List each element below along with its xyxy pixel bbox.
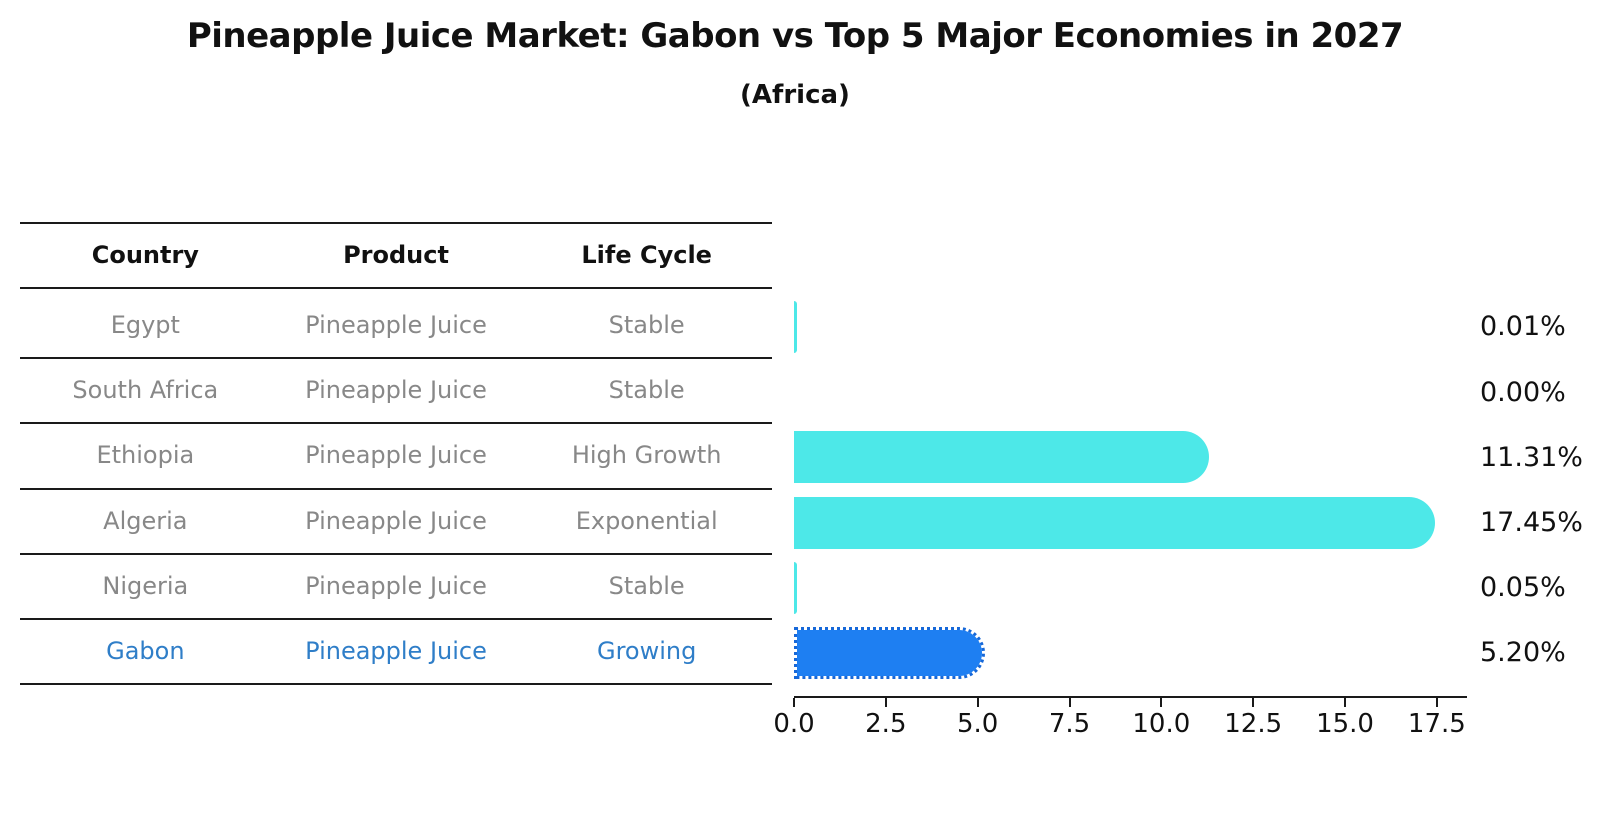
table-row: Gabon Pineapple Juice Growing [20,620,772,686]
country-cell: Ethiopia [96,441,195,470]
col-header-life-cycle: Life Cycle [581,241,712,269]
col-header-country: Country [91,241,199,269]
life-cycle-cell: High Growth [571,441,722,470]
bar [794,431,1210,484]
x-tick-mark [1068,698,1071,707]
x-tick-label: 15.0 [1316,709,1374,739]
table-row: Algeria Pineapple Juice Exponential [20,490,772,555]
country-cell: Nigeria [102,571,189,600]
life-cycle-cell: Stable [608,376,685,405]
highlight-bar [794,626,986,679]
table-row: South Africa Pineapple Juice Stable [20,359,772,425]
x-tick-label: 12.5 [1224,709,1283,739]
value-label: 17.45% [1480,507,1583,538]
table-row: Nigeria Pineapple Juice Stable [20,555,772,620]
country-cell: Gabon [106,636,185,665]
table-body: Egypt Pineapple Juice Stable South Afric… [20,294,772,686]
chart-subtitle: (Africa) [740,80,850,110]
x-tick-label: 10.0 [1132,709,1191,739]
life-cycle-cell: Stable [608,571,685,600]
country-cell: Egypt [110,311,180,339]
bar-row [794,555,1467,620]
col-header-product: Product [343,241,449,269]
value-label: 0.00% [1480,376,1566,408]
product-cell: Pineapple Juice [305,441,487,470]
bar [794,300,797,353]
bar-row [794,294,1467,359]
bar [794,561,797,614]
table-row: Egypt Pineapple Juice Stable [20,294,772,360]
x-tick-label: 17.5 [1407,709,1466,739]
value-label: 0.01% [1480,311,1566,343]
country-cell: Algeria [103,506,188,535]
table-header-row: Country Product Life Cycle [20,222,772,289]
bar-row [794,620,1467,685]
product-cell: Pineapple Juice [305,376,487,405]
table-row: Ethiopia Pineapple Juice High Growth [20,424,772,490]
x-tick-mark [1435,698,1438,707]
x-tick-label: 2.5 [865,709,907,739]
value-label: 5.20% [1480,637,1566,669]
x-tick-label: 7.5 [1048,709,1091,739]
x-tick-mark [1252,698,1255,707]
life-cycle-cell: Stable [608,311,685,339]
product-cell: Pineapple Juice [305,506,487,535]
x-tick-label: 5.0 [956,709,999,739]
x-tick-mark [1344,698,1347,707]
value-label: 11.31% [1480,441,1583,473]
country-cell: South Africa [72,376,219,405]
bar [794,496,1436,549]
life-cycle-cell: Growing [596,636,697,665]
x-tick-mark [884,698,887,707]
value-label: 0.05% [1480,572,1566,604]
product-cell: Pineapple Juice [305,571,487,600]
bar-row [794,425,1467,490]
chart-title: Pineapple Juice Market: Gabon vs Top 5 M… [186,16,1404,56]
x-axis-line [794,696,1467,698]
comparison-table: Country Product Life Cycle Egypt Pineapp… [20,222,772,686]
x-tick-label: 0.0 [773,709,815,739]
x-tick-mark [976,698,979,707]
x-tick-mark [793,698,795,707]
bar-row [794,360,1467,425]
product-cell: Pineapple Juice [305,636,487,665]
x-tick-mark [1160,698,1163,707]
product-cell: Pineapple Juice [305,311,487,339]
bar-row [794,490,1467,555]
life-cycle-cell: Exponential [575,506,718,535]
